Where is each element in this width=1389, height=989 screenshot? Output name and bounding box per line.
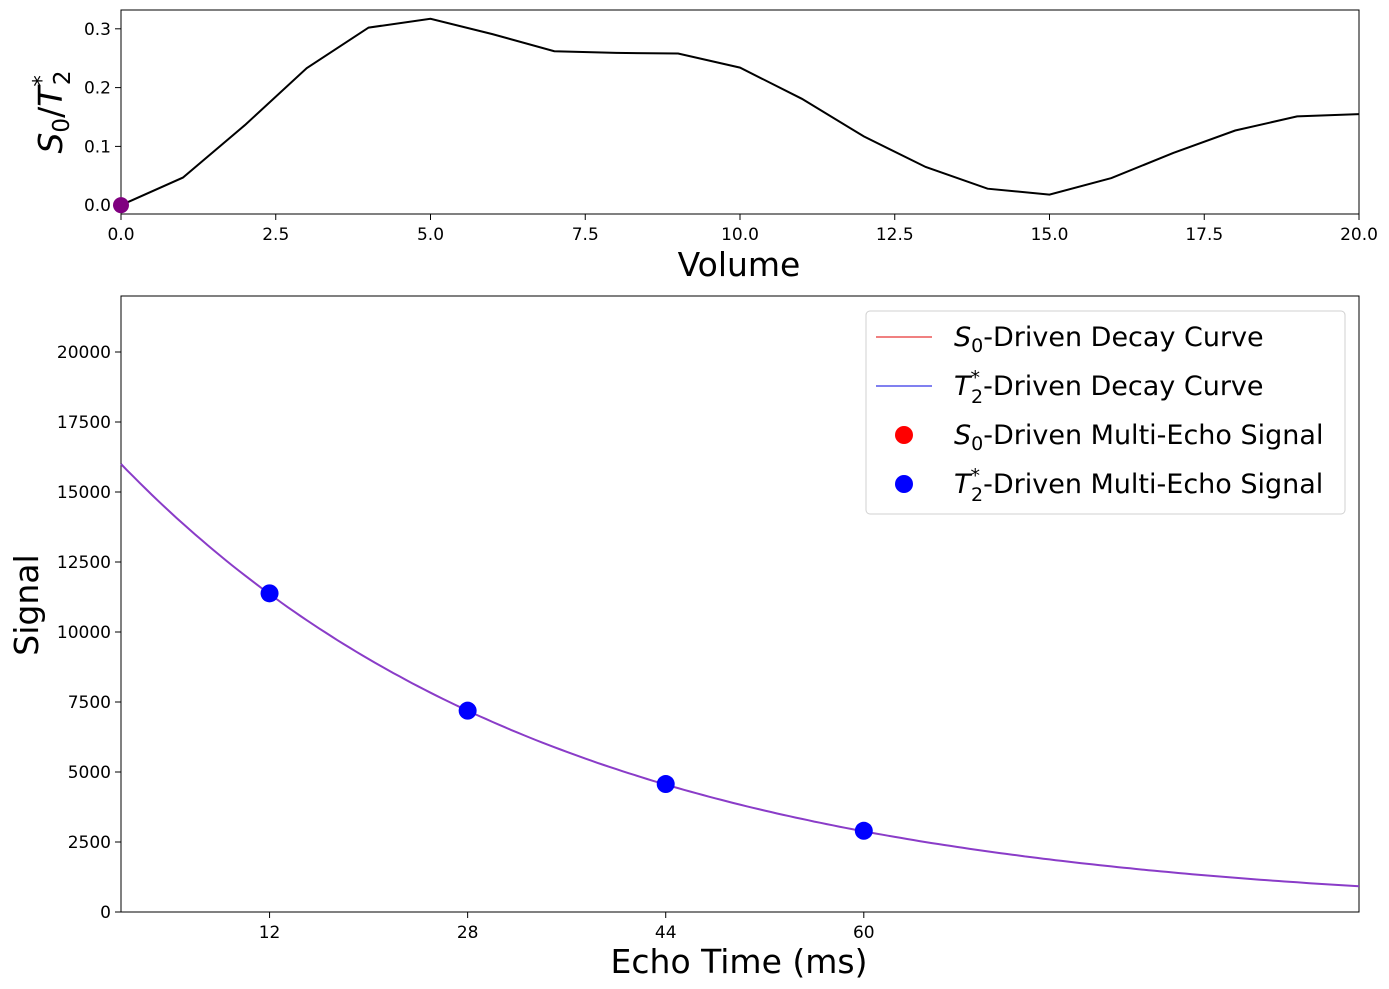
top-x-tick-label: 12.5 [876, 225, 914, 245]
bottom-y-tick-label: 7500 [68, 693, 111, 713]
top-x-tick-label: 7.5 [572, 225, 599, 245]
bottom-plot-frame [120, 295, 1360, 913]
bottom-y-tick-label: 5000 [68, 763, 111, 783]
bottom-chart: 12 28 44 60 0 2500 5000 7500 10000 12500 15000 175… [7, 295, 1360, 981]
bottom-y-axis-ticks: 0 2500 5000 7500 10000 12500 15000 17500 20000 [57, 343, 121, 923]
echo-signal-point [854, 821, 873, 840]
bottom-y-axis-label: Signal [7, 554, 46, 655]
bottom-x-tick-label: 60 [853, 923, 875, 943]
top-x-tick-label: 20.0 [1340, 225, 1378, 245]
echo-signal-point [260, 584, 279, 603]
bottom-x-axis-ticks: 12 28 44 60 [259, 912, 875, 943]
top-chart: 0.0 2.5 5.0 7.5 10.0 12.5 15.0 17.5 20.0 0.00.10… [29, 9, 1378, 284]
legend-frame [865, 310, 1346, 515]
top-x-axis-ticks: 0.0 2.5 5.0 7.5 10.0 12.5 15.0 17.5 20.0 [107, 214, 1378, 245]
legend-label: T* 2-Driven Multi-Echo Signal [954, 465, 1323, 506]
bottom-y-tick-label: 17500 [57, 413, 111, 433]
echo-signal-point [656, 775, 675, 794]
top-y-tick-label: 0.2 [84, 79, 111, 99]
echo-signal-points [260, 584, 873, 840]
top-y-tick-label: 0.1 [84, 137, 111, 157]
top-series-line [120, 17, 1360, 207]
bottom-y-tick-label: 15000 [57, 483, 111, 503]
legend-dot-swatch [895, 475, 913, 493]
legend-label: S0-Driven Multi-Echo Signal [954, 420, 1323, 455]
legend: S0-Driven Decay Curve T* 2-Driven Decay Cu… [865, 310, 1346, 515]
legend-label: S0-Driven Decay Curve [954, 322, 1264, 357]
top-y-tick-label: 0.3 [84, 20, 111, 40]
bottom-x-tick-label: 28 [457, 923, 479, 943]
bottom-x-tick-label: 44 [655, 923, 677, 943]
legend-entry: T* 2-Driven Multi-Echo Signal [895, 465, 1323, 506]
bottom-y-tick-label: 12500 [57, 553, 111, 573]
top-x-tick-label: 2.5 [262, 225, 289, 245]
top-y-axis-ticks: 0.0 0.1 0.2 0.3 [84, 20, 121, 216]
top-plot-frame [120, 9, 1360, 215]
top-start-marker [113, 197, 129, 214]
decay-curve [120, 463, 1360, 888]
top-y-tick-label: 0.0 [84, 196, 111, 216]
top-x-tick-label: 15.0 [1031, 225, 1069, 245]
legend-label: T* 2-Driven Decay Curve [954, 367, 1264, 408]
top-x-tick-label: 0.0 [107, 225, 134, 245]
top-x-tick-label: 5.0 [417, 225, 444, 245]
legend-entry: S0-Driven Decay Curve [876, 322, 1264, 357]
legend-entry: S0-Driven Multi-Echo Signal [895, 420, 1323, 455]
bottom-y-tick-label: 10000 [57, 623, 111, 643]
bottom-x-axis-label: Echo Time (ms) [611, 942, 868, 981]
bottom-x-tick-label: 12 [259, 923, 281, 943]
top-x-tick-label: 10.0 [721, 225, 759, 245]
bottom-y-tick-label: 2500 [68, 833, 111, 853]
top-x-tick-label: 17.5 [1185, 225, 1223, 245]
top-x-axis-label: Volume [678, 245, 801, 284]
legend-dot-swatch [895, 426, 913, 444]
top-y-axis-label: S0/T*2 [29, 70, 76, 153]
legend-entry: T* 2-Driven Decay Curve [876, 367, 1264, 408]
bottom-y-tick-label: 20000 [57, 343, 111, 363]
echo-signal-point [458, 701, 477, 720]
bottom-y-tick-label: 0 [100, 903, 111, 923]
